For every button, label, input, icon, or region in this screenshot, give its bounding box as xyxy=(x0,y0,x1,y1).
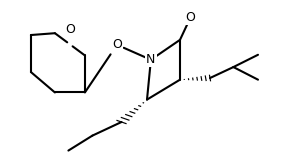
Text: N: N xyxy=(146,53,156,66)
Text: O: O xyxy=(112,38,122,51)
Text: O: O xyxy=(65,23,75,36)
Text: O: O xyxy=(186,11,195,24)
